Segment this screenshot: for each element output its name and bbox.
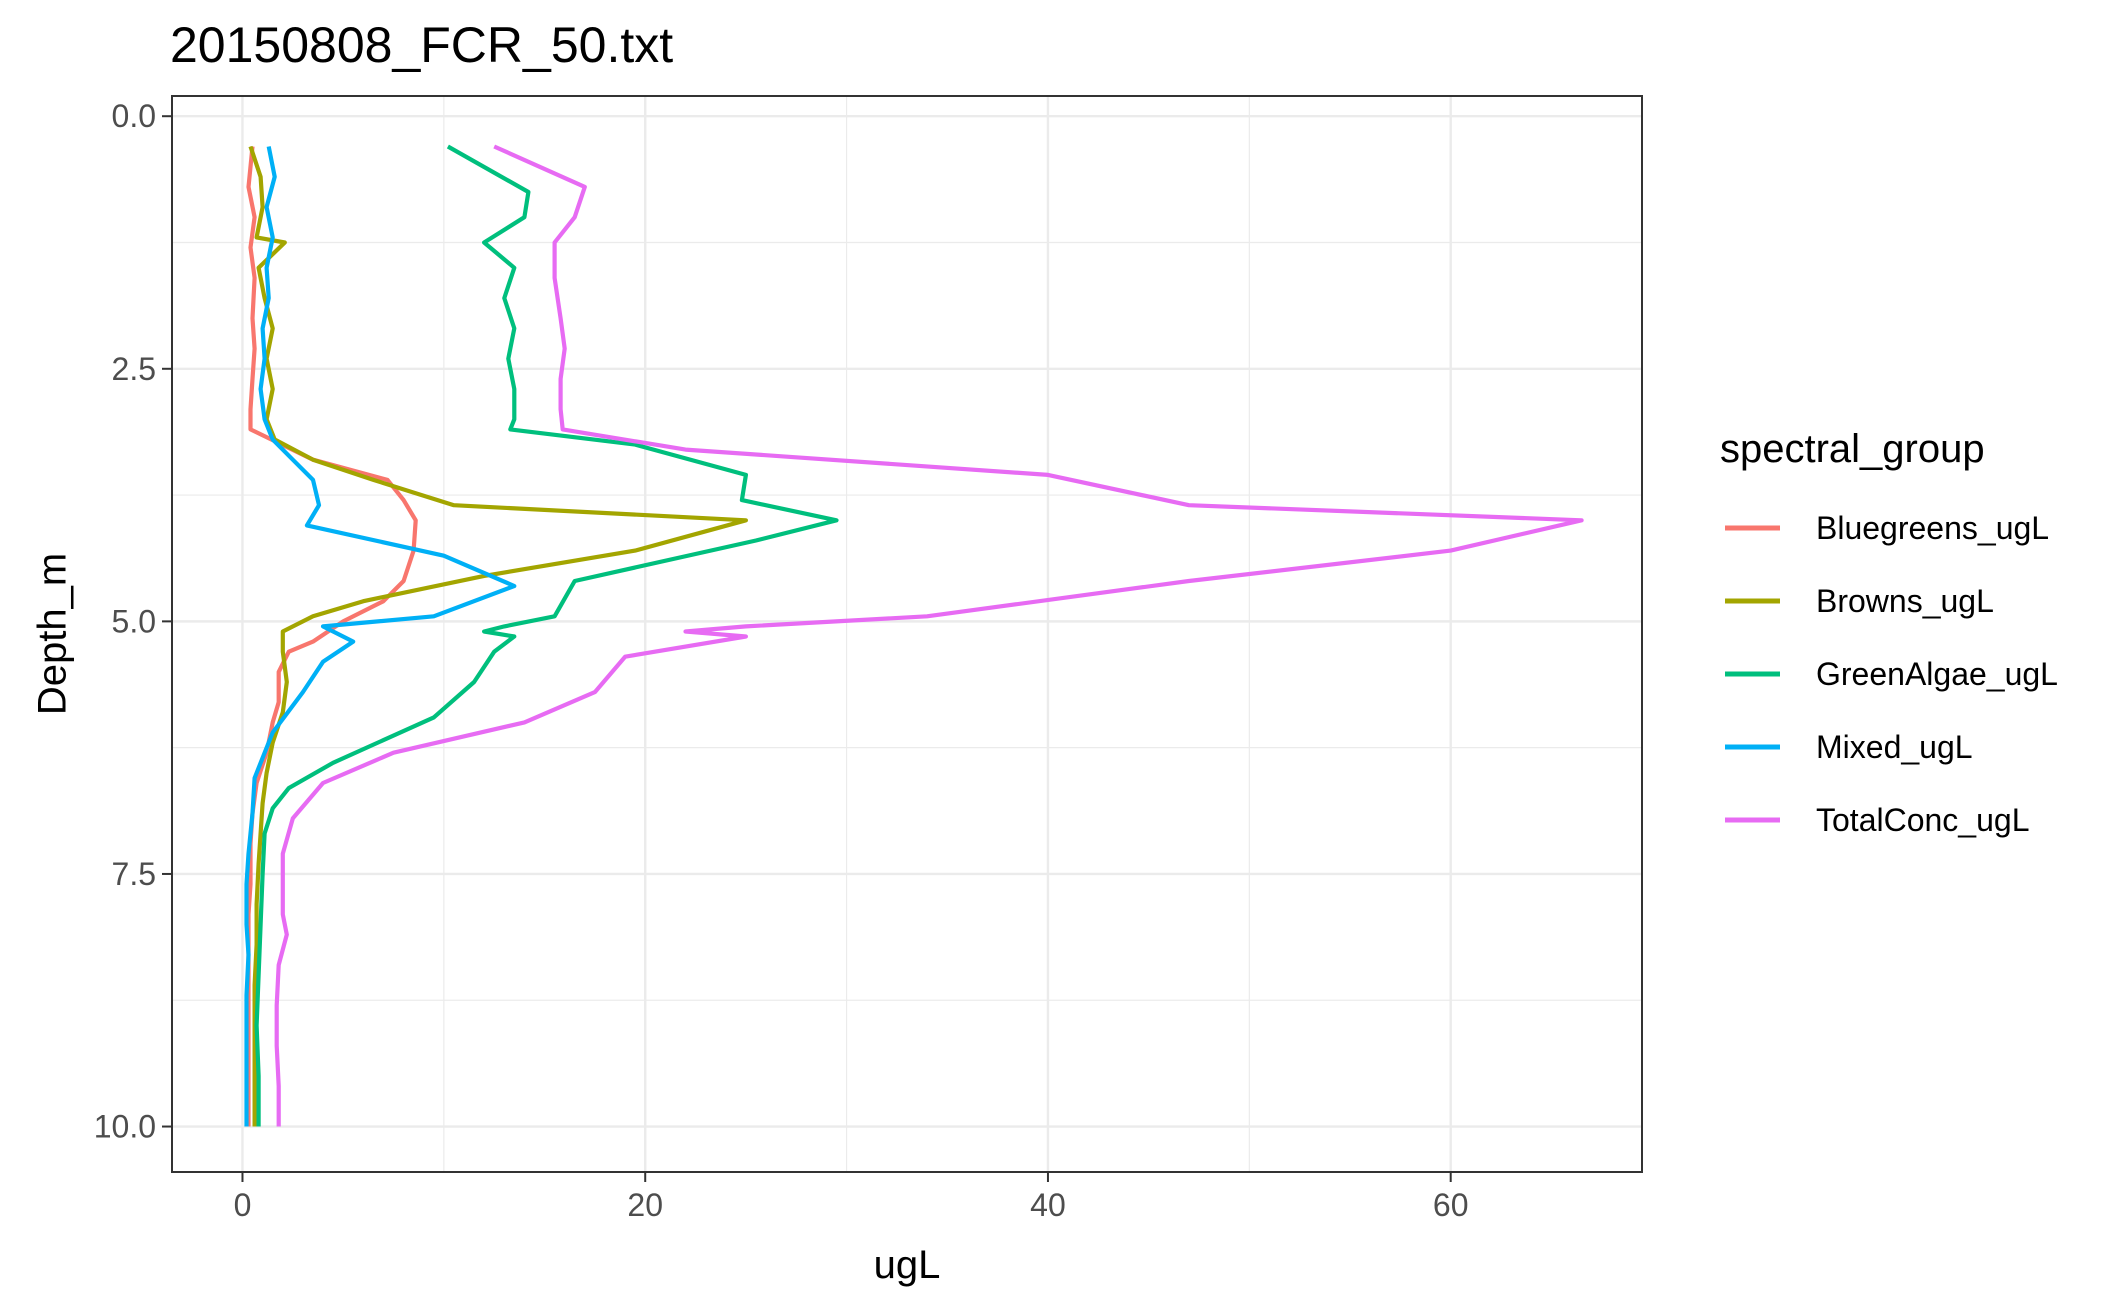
y-tick-label: 5.0	[112, 603, 156, 639]
series-line-totalconc-ugl	[274, 144, 1584, 1127]
series-line-greenalgae-ugl	[254, 144, 839, 1127]
y-tick-label: 2.5	[112, 351, 156, 387]
y-tick-label: 7.5	[112, 856, 156, 892]
x-tick-label: 20	[627, 1187, 663, 1223]
y-tick-label: 10.0	[94, 1109, 156, 1145]
legend-label: TotalConc_ugL	[1816, 802, 2029, 838]
legend-label: Bluegreens_ugL	[1816, 510, 2049, 546]
x-axis-title: ugL	[874, 1243, 941, 1287]
y-tick-label: 0.0	[112, 98, 156, 134]
y-axis-ticks: 0.0 2.5 5.0 7.5 10.0	[94, 98, 172, 1145]
legend-items: Bluegreens_ugL Browns_ugL GreenAlgae_ugL Mi…	[1725, 510, 2058, 838]
y-axis-title: Depth_m	[31, 553, 75, 715]
x-tick-label: 40	[1030, 1187, 1066, 1223]
series-line-mixed-ugl	[244, 146, 517, 1127]
x-axis-ticks: 0 20 40 60	[234, 1172, 1469, 1223]
x-tick-label: 0	[234, 1187, 252, 1223]
legend-label: Mixed_ugL	[1816, 729, 1973, 765]
chart-title: 20150808_FCR_50.txt	[170, 17, 673, 73]
major-gridlines	[172, 96, 1642, 1172]
legend: spectral_group Bluegreens_ugL Browns_ugL G…	[1720, 427, 2058, 838]
x-tick-label: 60	[1433, 1187, 1469, 1223]
legend-title: spectral_group	[1720, 427, 1985, 471]
series-lines	[244, 144, 1584, 1127]
series-line-browns-ugl	[248, 145, 748, 1127]
plot-panel-border	[171, 95, 1643, 1173]
legend-label: Browns_ugL	[1816, 583, 1994, 619]
legend-label: GreenAlgae_ugL	[1816, 656, 2058, 692]
